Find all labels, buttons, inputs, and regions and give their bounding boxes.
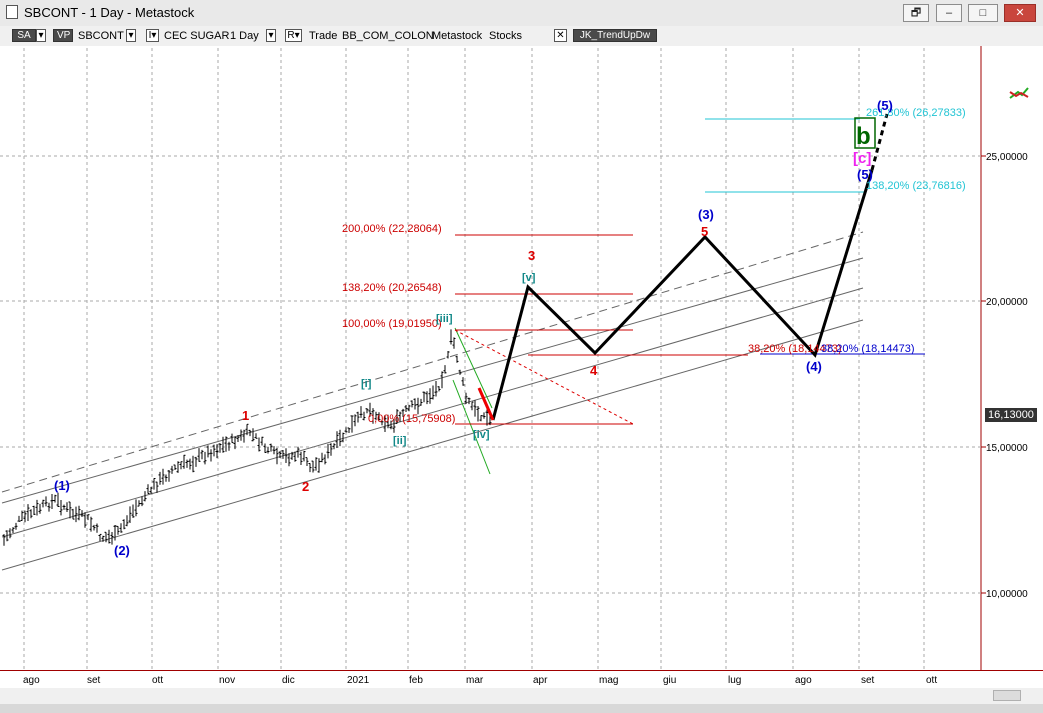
fib-label: 100,00% (19,01950) xyxy=(342,318,442,330)
wave-label-red: 1 xyxy=(242,408,249,423)
channel-upper-line xyxy=(1,257,864,504)
y-tick-label: 15,00000 xyxy=(986,443,1028,454)
title-bar[interactable]: SBCONT - 1 Day - Metastock 🗗 – □ ✕ xyxy=(0,0,1043,27)
wave-label-teal: [iv] xyxy=(473,429,490,441)
wave-label-blue: (5) xyxy=(877,98,893,113)
maximize-button[interactable]: □ xyxy=(968,4,998,22)
red-current-leg xyxy=(477,387,495,421)
wave-label-red: 2 xyxy=(302,479,309,494)
x-tick-label: set xyxy=(861,675,875,686)
x-tick-label: mag xyxy=(599,675,619,686)
period-label: 1 Day xyxy=(230,30,259,42)
wave-label-blue: (5) xyxy=(857,167,873,182)
x-tick-label: lug xyxy=(728,675,742,686)
wave-label-blue: (1) xyxy=(54,478,70,493)
fib-label: 200,00% (22,28064) xyxy=(342,223,442,235)
x-tick-label: ago xyxy=(23,675,40,686)
trend-arrows-icon[interactable] xyxy=(1008,84,1030,102)
x-tick-label: feb xyxy=(409,675,423,686)
window-title: SBCONT - 1 Day - Metastock xyxy=(24,5,195,20)
green-wedge xyxy=(452,327,493,475)
wave-label-teal: [ii] xyxy=(393,435,407,447)
symbol-dropdown-arrow-icon[interactable]: ▾ xyxy=(126,29,136,42)
symbol-label: SBCONT xyxy=(78,30,124,42)
y-tick-marks xyxy=(981,155,986,594)
wave-label-red: 3 xyxy=(528,248,535,263)
horizontal-scrollbar[interactable] xyxy=(0,688,1043,704)
x-tick-label: ago xyxy=(795,675,812,686)
category-label: Stocks xyxy=(489,30,523,42)
x-tick-label: ott xyxy=(926,675,938,686)
wave-label-green: b xyxy=(856,123,871,150)
expert-advisor-name[interactable]: JK_TrendUpDw xyxy=(573,29,657,42)
vendor-label: Metastock xyxy=(432,30,483,42)
x-tick-label: 2021 xyxy=(347,675,370,686)
status-bar xyxy=(0,704,1043,713)
wave-projection-path xyxy=(491,169,874,421)
fib-label: 38,20% (18,14473) xyxy=(821,343,915,355)
x-tick-label: ott xyxy=(152,675,164,686)
channel-upper-dashed xyxy=(1,231,864,493)
wave-label-magenta: [c] xyxy=(853,150,871,167)
x-tick-label: dic xyxy=(282,675,295,686)
fib-red-levels xyxy=(455,234,748,425)
trade-label: Trade xyxy=(309,30,338,42)
wave-label-teal: [i] xyxy=(361,378,372,390)
x-tick-label: apr xyxy=(533,675,548,686)
wave-label-blue: (3) xyxy=(698,207,714,222)
wave-label-red: 5 xyxy=(701,224,708,239)
expert-close-icon[interactable]: ✕ xyxy=(554,29,567,42)
wave-label-red: 4 xyxy=(590,363,598,378)
x-tick-label: nov xyxy=(219,675,236,686)
fib-label: 0,00% (15,75908) xyxy=(368,413,455,425)
wave-label-blue: (4) xyxy=(806,359,822,374)
x-tick-label: set xyxy=(87,675,101,686)
wave-label-teal: [v] xyxy=(522,272,536,284)
price-chart[interactable]: 25,00000 20,00000 15,00000 10,00000 xyxy=(0,46,1043,686)
wave-label-blue: (2) xyxy=(114,543,130,558)
scrollbar-thumb[interactable] xyxy=(993,690,1021,701)
minimize-button[interactable]: – xyxy=(936,4,962,22)
last-price-badge: 16,13000 xyxy=(985,408,1037,422)
red-dashed-projection xyxy=(454,329,634,425)
sa-dropdown-arrow-icon[interactable]: ▾ xyxy=(36,29,46,42)
y-tick-label: 25,00000 xyxy=(986,152,1028,163)
wave-label-teal: [iii] xyxy=(436,313,453,325)
source-label: BB_COM_COLON xyxy=(342,30,434,42)
wave-projection-dashed xyxy=(870,113,889,171)
chart-document-icon xyxy=(6,5,18,19)
period-dropdown-arrow-icon[interactable]: ▾ xyxy=(266,29,276,42)
channel-lower-line xyxy=(1,319,864,571)
chart-toolbar: SA ▾ VP SBCONT ▾ I▾ CEC SUGAR 1 Day ▾ R▾… xyxy=(0,26,1043,46)
x-tick-label: mar xyxy=(466,675,484,686)
y-tick-label: 10,00000 xyxy=(986,589,1028,600)
indicator-name: CEC SUGAR xyxy=(164,30,230,42)
indicator-toggle-icon[interactable]: I▾ xyxy=(146,29,159,42)
x-axis: ago set ott nov dic 2021 feb mar apr mag… xyxy=(0,670,1043,689)
sa-selector[interactable]: SA xyxy=(12,29,36,42)
price-bars xyxy=(2,329,492,546)
restore-down-button[interactable]: 🗗 xyxy=(903,4,929,22)
fib-label: 138,20% (23,76816) xyxy=(866,180,966,192)
fib-label: 261,80% (26,27833) xyxy=(866,107,966,119)
x-tick-label: giu xyxy=(663,675,677,686)
close-button[interactable]: ✕ xyxy=(1004,4,1036,22)
vp-selector[interactable]: VP xyxy=(53,29,73,42)
r-toggle-icon[interactable]: R▾ xyxy=(285,29,302,42)
fib-label: 138,20% (20,26548) xyxy=(342,282,442,294)
green-b-box xyxy=(854,117,876,149)
fib-label: 38,20% (18,14473) xyxy=(748,343,842,355)
chart-canvas: 25,00000 20,00000 15,00000 10,00000 xyxy=(0,46,1028,670)
fib-cyan-levels xyxy=(705,118,866,193)
y-tick-label: 20,00000 xyxy=(986,297,1028,308)
vertical-grid xyxy=(23,48,925,670)
